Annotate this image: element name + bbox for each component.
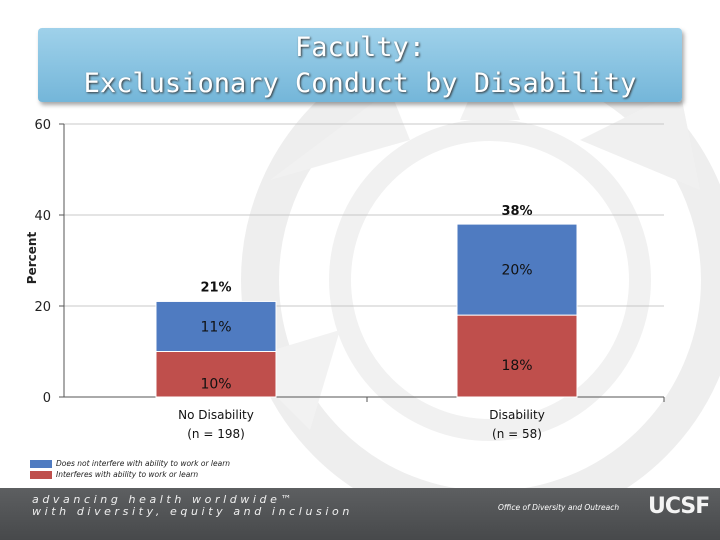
legend-label-blue: Does not interfere with ability to work … bbox=[56, 459, 231, 468]
legend-label-red: Interferes with ability to work or learn bbox=[56, 470, 199, 479]
x-category-label: Disability bbox=[489, 408, 545, 422]
bar-segment bbox=[155, 351, 277, 398]
bar-segment bbox=[456, 314, 578, 398]
y-tick-label: 0 bbox=[43, 391, 51, 406]
ucsf-logo: UCSF bbox=[648, 494, 710, 519]
data-label: 11% bbox=[200, 319, 231, 335]
data-label: 18% bbox=[501, 358, 532, 374]
x-category-sublabel: (n = 198) bbox=[187, 427, 245, 441]
bar-segment bbox=[155, 300, 277, 353]
title-banner: Faculty: Exclusionary Conduct by Disabil… bbox=[38, 28, 682, 102]
office-name: Office of Diversity and Outreach bbox=[498, 503, 620, 512]
data-label: 10% bbox=[200, 376, 231, 392]
x-category-sublabel: (n = 58) bbox=[492, 427, 542, 441]
chart-title-line2: Exclusionary Conduct by Disability bbox=[83, 68, 637, 99]
legend-swatch-red bbox=[30, 470, 52, 479]
tagline: advancing health worldwide™ with diversi… bbox=[32, 494, 353, 518]
y-tick-label: 20 bbox=[34, 300, 51, 315]
bar-segment bbox=[456, 223, 578, 316]
legend-item-red: Interferes with ability to work or learn bbox=[30, 469, 230, 480]
tagline-line2: with diversity, equity and inclusion bbox=[32, 505, 353, 518]
legend-swatch-blue bbox=[30, 459, 52, 468]
data-label: 20% bbox=[501, 263, 532, 279]
chart-title-line1: Faculty: bbox=[294, 32, 426, 63]
footer-bar: advancing health worldwide™ with diversi… bbox=[0, 488, 720, 540]
legend-item-blue: Does not interfere with ability to work … bbox=[30, 458, 230, 469]
y-axis-label: Percent bbox=[25, 232, 39, 285]
legend: Does not interfere with ability to work … bbox=[30, 458, 230, 480]
y-tick-label: 60 bbox=[34, 118, 51, 133]
total-label: 21% bbox=[200, 280, 231, 295]
total-label: 38% bbox=[501, 204, 532, 219]
y-tick-label: 40 bbox=[34, 209, 51, 224]
tagline-line1: advancing health worldwide™ bbox=[32, 493, 296, 506]
x-category-label: No Disability bbox=[178, 408, 254, 422]
